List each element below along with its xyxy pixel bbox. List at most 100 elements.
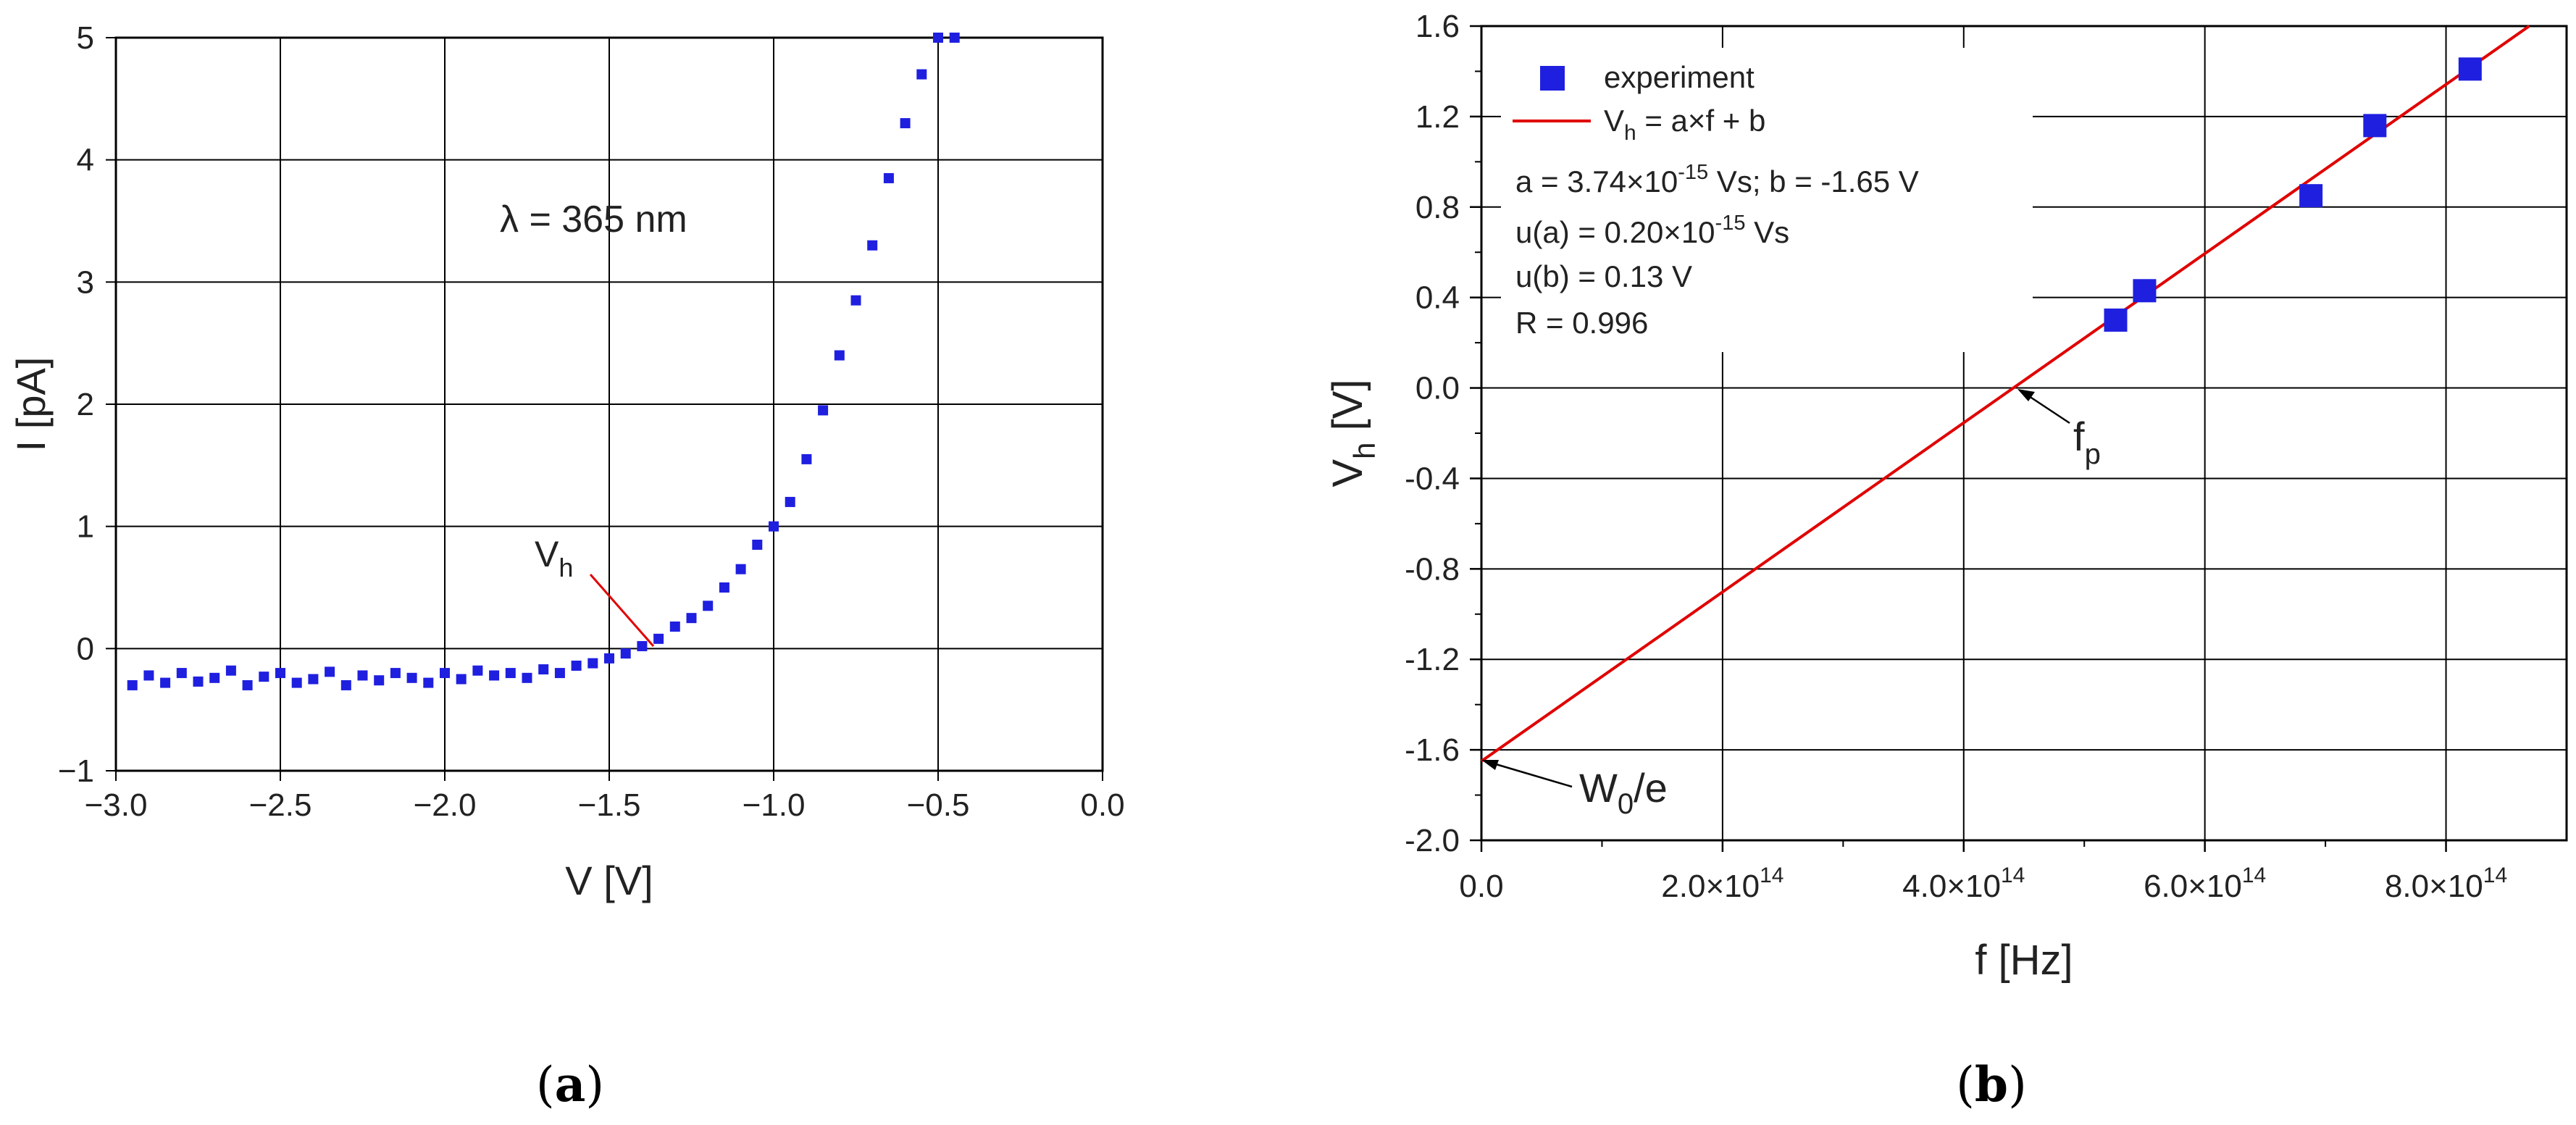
fp-annotation: fp: [2073, 414, 2101, 470]
data-point: [209, 672, 220, 683]
y-tick-label: 5: [77, 20, 94, 56]
data-point: [850, 295, 861, 306]
stat-r: R = 0.996: [1515, 306, 1648, 340]
data-point: [423, 677, 434, 688]
data-point: [604, 653, 614, 664]
w0-annotation-rest: /e: [1634, 765, 1668, 811]
y-tick-label: 3: [77, 264, 94, 300]
data-point: [406, 672, 417, 683]
stat-ua: u(a) = 0.20×10-15 Vs: [1515, 212, 1789, 249]
vh-annotation-sub: h: [559, 553, 573, 582]
data-point: [538, 664, 549, 675]
data-point: [916, 69, 927, 80]
stat-ua-post: Vs: [1745, 215, 1789, 249]
y-tick-label: 1.6: [1415, 9, 1460, 44]
fp-annotation-sub: p: [2085, 438, 2101, 470]
x-tick-label: 0.0: [1080, 787, 1124, 823]
fit-line: [1480, 25, 2530, 763]
data-point: [571, 660, 582, 671]
y-tick-label: -1.6: [1405, 732, 1460, 768]
data-point: [785, 496, 795, 507]
data-point: [2104, 308, 2128, 332]
y-tick-label: 1.2: [1415, 99, 1460, 135]
legend-box: [1501, 48, 2033, 352]
plot-frame-a: [114, 36, 1104, 772]
legend-marker-experiment: [1540, 66, 1565, 91]
y-axis-label-a: I [pA]: [8, 357, 54, 452]
panel-caption-b: (b): [1956, 1056, 2027, 1113]
vh-pointer-line: [589, 574, 655, 647]
chart-panel-a: −3.0 −2.5 −2.0 −1.5 −1.0 −0.5 0.0 −1 0 1 2 3 4 5 Vh λ…: [8, 20, 1125, 1113]
data-point: [522, 672, 532, 683]
y-tick-label: 2: [77, 387, 94, 422]
x-tick-label: −1.0: [743, 787, 806, 823]
data-point: [308, 674, 319, 685]
tick-labels-b: 0.0 2.0×1014 4.0×1014 6.0×1014 8.0×10141.61.…: [1405, 9, 2507, 904]
data-point: [769, 521, 779, 532]
x-axis-label-b: f [Hz]: [1975, 937, 2073, 984]
x-tick-label-exp: 14: [2483, 863, 2507, 887]
data-point: [225, 665, 236, 676]
data-point: [669, 621, 680, 632]
data-point: [735, 564, 746, 574]
data-point: [554, 668, 565, 679]
fp-annotation-main: f: [2073, 414, 2085, 459]
x-tick-label-exp: 14: [1760, 863, 1783, 887]
legend-fit-rest: = a×f + b: [1636, 104, 1766, 138]
legend-label-fit: Vh = a×f + b: [1604, 104, 1765, 145]
data-point: [818, 405, 829, 416]
stat-a-exp: -15: [1678, 161, 1708, 184]
y-tick-label: −1: [58, 753, 94, 789]
data-point: [703, 601, 714, 611]
x-tick-label-exp: 14: [2242, 863, 2266, 887]
tick-labels-a: −3.0 −2.5 −2.0 −1.5 −1.0 −0.5 0.0 −1 0 1 2 3 4 5: [58, 20, 1125, 823]
data-point: [440, 668, 450, 679]
x-tick-label: −2.0: [414, 787, 477, 823]
data-point: [2299, 184, 2323, 208]
y-tick-label: -0.4: [1405, 461, 1460, 496]
x-tick-label: 6.0×1014: [2144, 863, 2266, 904]
data-point: [505, 668, 516, 679]
data-point: [143, 670, 154, 681]
x-tick-label: 2.0×1014: [1661, 863, 1783, 904]
x-tick-label: 0.0: [1459, 869, 1503, 904]
data-point: [752, 539, 763, 550]
data-point: [176, 668, 187, 679]
x-tick-label: 4.0×1014: [1902, 863, 2025, 904]
y-tick-label: 4: [77, 143, 94, 178]
x-tick-label-base: 0.0: [1459, 869, 1503, 904]
panel-caption-a-letter: a: [555, 1056, 586, 1113]
stat-ub: u(b) = 0.13 V: [1515, 259, 1692, 293]
y-tick-label: 0: [77, 631, 94, 666]
data-points-a: [127, 33, 960, 690]
data-point: [259, 672, 269, 682]
data-point: [390, 668, 401, 679]
data-points-b: [2104, 57, 2482, 332]
stat-ua-exp: -15: [1715, 212, 1746, 235]
w0-annotation-sub: 0: [1618, 788, 1634, 820]
x-tick-label: −3.0: [85, 787, 148, 823]
data-point: [637, 640, 648, 651]
vh-annotation-main: V: [535, 534, 559, 574]
x-tick-label: 8.0×1014: [2385, 863, 2507, 904]
panel-caption-a: (a): [536, 1056, 604, 1113]
y-tick-label: -1.2: [1405, 642, 1460, 677]
data-point: [275, 668, 285, 679]
x-tick-label-base: 2.0×10: [1661, 869, 1760, 904]
stat-a: a = 3.74×10-15 Vs; b = -1.65 V: [1515, 161, 1919, 198]
data-point: [160, 677, 171, 688]
y-tick-label: -0.8: [1405, 551, 1460, 587]
data-point: [2363, 114, 2387, 138]
data-point: [867, 240, 878, 251]
stat-a-post: Vs; b = -1.65 V: [1708, 164, 1919, 198]
data-point: [653, 633, 664, 644]
legend-fit-sub: h: [1624, 121, 1636, 145]
chart-panel-b: 0.0 2.0×1014 4.0×1014 6.0×1014 8.0×10141.61.…: [1324, 9, 2568, 1113]
y-tick-label: -2.0: [1405, 823, 1460, 858]
panel-caption-b-letter: b: [1975, 1056, 2008, 1113]
data-point: [242, 679, 253, 690]
x-tick-label-base: 4.0×10: [1902, 869, 2001, 904]
vh-annotation: Vh: [535, 534, 573, 582]
data-point: [374, 675, 385, 686]
data-point: [949, 33, 960, 43]
